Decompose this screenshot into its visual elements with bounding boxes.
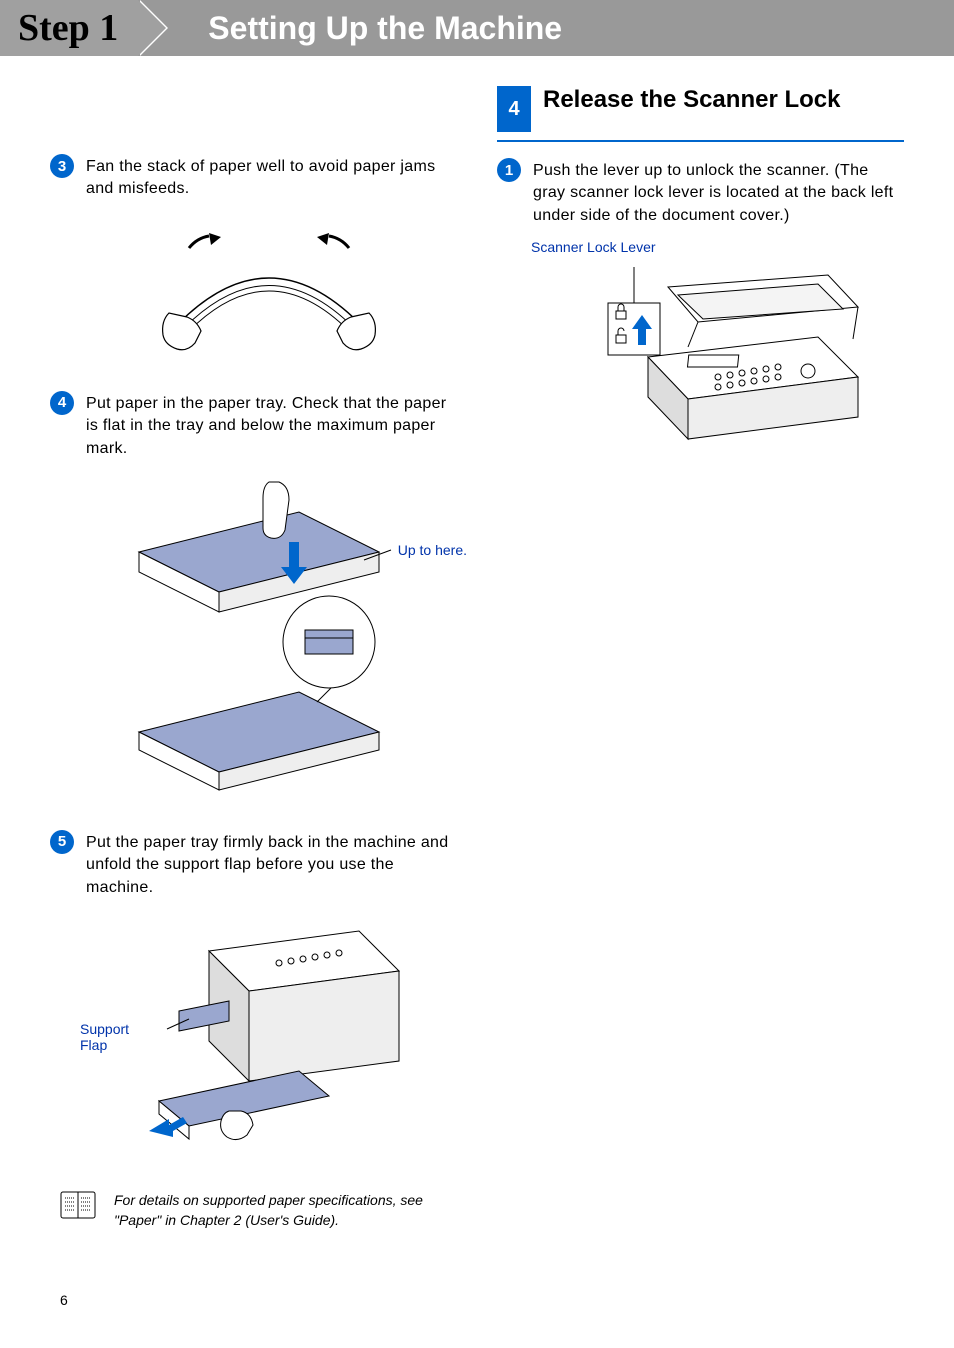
note-text: For details on supported paper specifica… bbox=[114, 1191, 457, 1230]
instruction-step: 1 Push the lever up to unlock the scanne… bbox=[497, 160, 904, 227]
step-label: Step 1 bbox=[0, 0, 138, 56]
step-text: Put paper in the paper tray. Check that … bbox=[86, 393, 457, 460]
content-area: 3 Fan the stack of paper well to avoid p… bbox=[0, 56, 954, 1230]
illustration-fan-paper bbox=[80, 213, 457, 363]
step-number-bullet: 3 bbox=[50, 154, 74, 178]
step-number-bullet: 4 bbox=[50, 391, 74, 415]
callout-scanner-lock: Scanner Lock Lever bbox=[531, 239, 656, 255]
callout-support-flap: Support Flap bbox=[80, 1021, 129, 1053]
instruction-step: 5 Put the paper tray firmly back in the … bbox=[50, 832, 457, 899]
section-number: 4 bbox=[497, 86, 531, 132]
instruction-step: 4 Put paper in the paper tray. Check tha… bbox=[50, 393, 457, 460]
illustration-scanner bbox=[531, 267, 904, 477]
step-text: Fan the stack of paper well to avoid pap… bbox=[86, 156, 457, 201]
step-number-bullet: 1 bbox=[497, 158, 521, 182]
header-banner: Step 1 Setting Up the Machine bbox=[0, 0, 954, 56]
callout-up-to-here: Up to here. bbox=[398, 542, 467, 558]
section-heading: 4 Release the Scanner Lock bbox=[497, 86, 904, 142]
section-title: Release the Scanner Lock bbox=[543, 86, 840, 114]
reference-note: For details on supported paper specifica… bbox=[60, 1191, 457, 1230]
instruction-step: 3 Fan the stack of paper well to avoid p… bbox=[50, 156, 457, 201]
step-text: Push the lever up to unlock the scanner.… bbox=[533, 160, 904, 227]
book-icon bbox=[60, 1191, 96, 1226]
page-number: 6 bbox=[60, 1292, 68, 1308]
illustration-machine: Support Flap bbox=[80, 911, 457, 1151]
step-text: Put the paper tray firmly back in the ma… bbox=[86, 832, 457, 899]
left-column: 3 Fan the stack of paper well to avoid p… bbox=[50, 86, 457, 1230]
step-number-bullet: 5 bbox=[50, 830, 74, 854]
right-column: 4 Release the Scanner Lock 1 Push the le… bbox=[497, 86, 904, 1230]
illustration-paper-tray: Up to here. bbox=[80, 472, 457, 802]
banner-title: Setting Up the Machine bbox=[208, 10, 562, 47]
